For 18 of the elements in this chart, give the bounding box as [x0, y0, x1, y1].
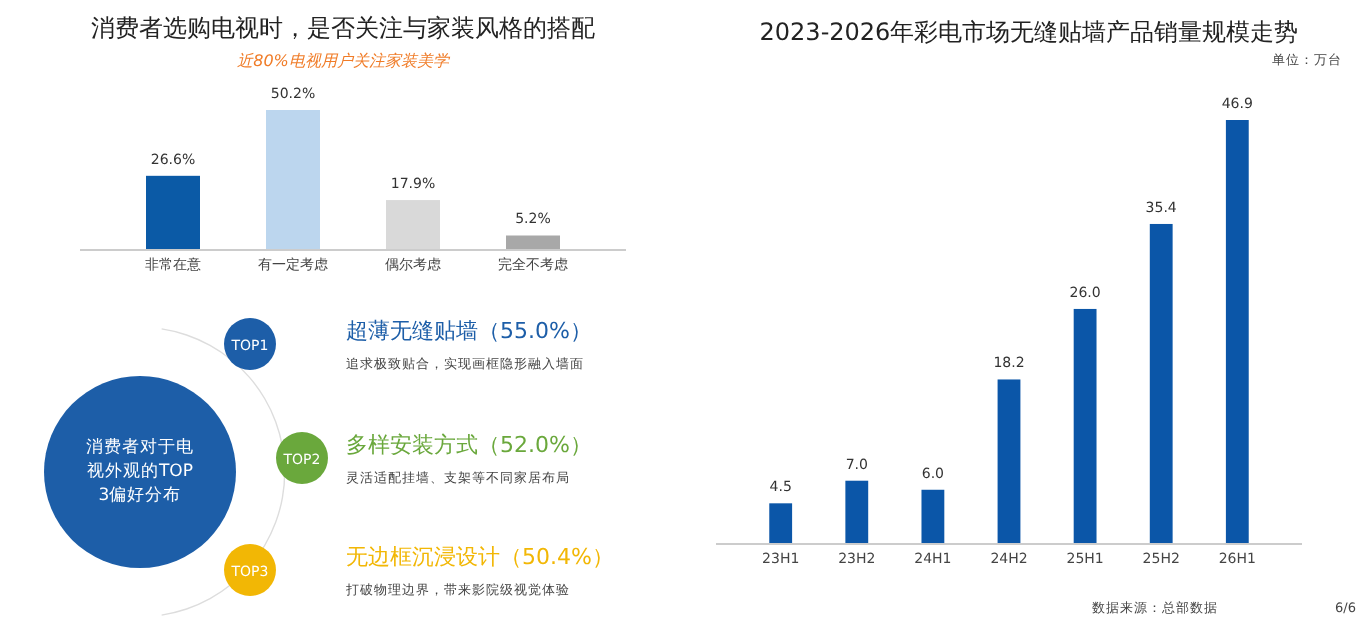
- bar: [386, 200, 440, 250]
- bar: [1073, 308, 1097, 544]
- bar: [266, 110, 320, 250]
- bar: [921, 489, 945, 544]
- bar: [146, 175, 200, 250]
- bar: [769, 503, 793, 544]
- bar: [845, 480, 869, 544]
- text: 无边框沉浸设计（50.4%）: [346, 544, 614, 570]
- bar: [506, 235, 560, 250]
- bar: [997, 379, 1021, 544]
- bar: [1149, 223, 1173, 544]
- chart-title: 消费者选购电视时，是否关注与家装风格的搭配: [91, 14, 595, 42]
- text: 多样安装方式（52.0%）: [346, 432, 592, 458]
- bar: [1225, 120, 1249, 544]
- chart-subtitle: 近80%电视用户关注家装美学: [237, 52, 451, 70]
- text: 超薄无缝贴墙（55.0%）: [346, 318, 592, 344]
- chart-title: 2023-2026年彩电市场无缝贴墙产品销量规模走势: [759, 18, 1299, 46]
- text: 消费者对于电视外观的TOP3偏好分布: [86, 436, 194, 506]
